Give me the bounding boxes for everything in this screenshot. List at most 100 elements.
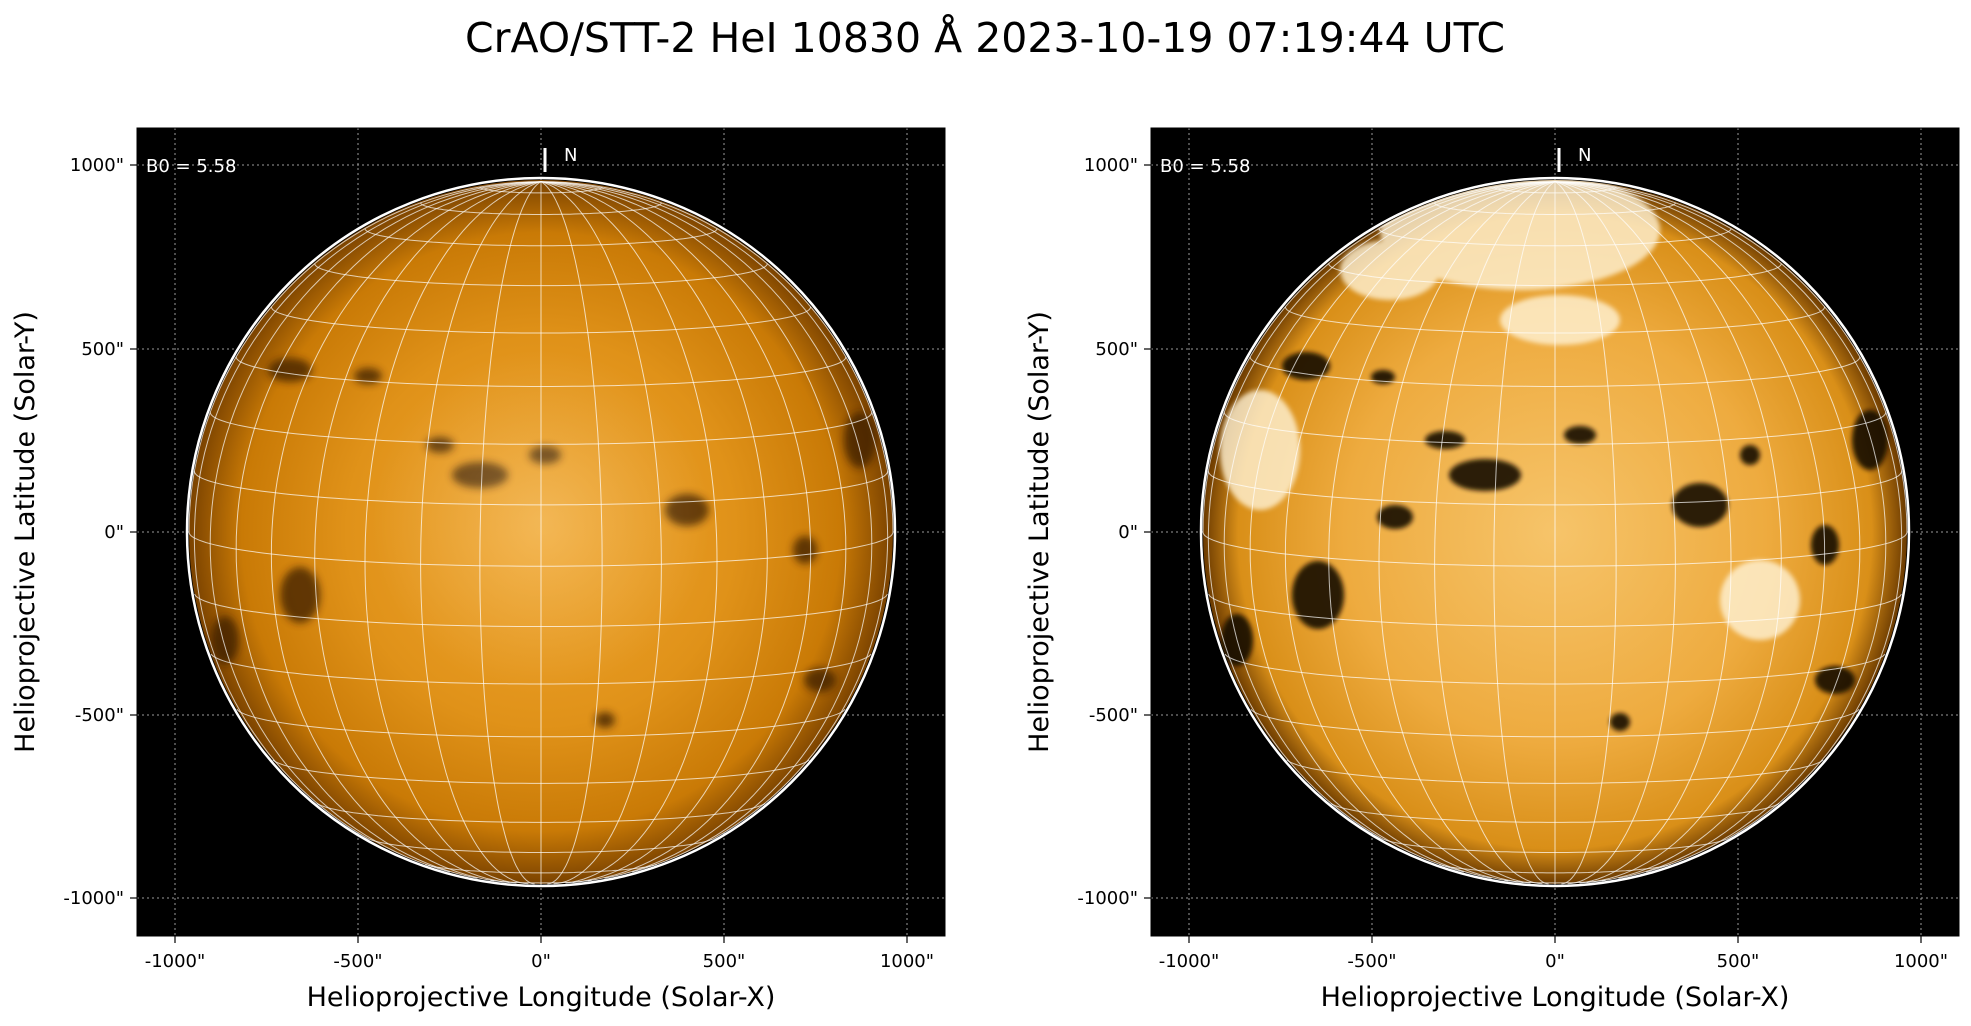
grid-line xyxy=(209,412,873,445)
grid-line xyxy=(1554,181,1826,882)
grid-line xyxy=(540,181,768,884)
panel-right: B0 = 5.58 N -1000" -500" 0" 500" 1000" 1… xyxy=(1024,127,1960,1013)
grid-line xyxy=(1554,181,1908,533)
grid-line xyxy=(1504,879,1606,884)
grid-line xyxy=(364,181,542,884)
grid-line xyxy=(1434,181,1556,885)
x-tick-label: 0" xyxy=(531,951,551,972)
grid-line xyxy=(1223,181,1556,873)
grid-line xyxy=(540,181,718,884)
tick-marks-left xyxy=(130,164,908,943)
grid-line xyxy=(1378,181,1556,884)
y-tick-label: 0" xyxy=(1118,522,1138,543)
grid-line xyxy=(1554,181,1617,885)
y-tick-label: -500" xyxy=(75,705,124,726)
grid-line xyxy=(1554,181,1887,873)
x-tick-label: 0" xyxy=(1545,951,1565,972)
grid-line xyxy=(540,181,894,533)
y-tick-label: -1000" xyxy=(63,888,124,909)
grid-line xyxy=(270,181,542,882)
grid-line xyxy=(540,181,873,873)
grid-line xyxy=(188,181,542,533)
grid-line xyxy=(364,228,718,247)
x-tick-label: 1000" xyxy=(880,951,934,972)
grid-line xyxy=(1554,181,1732,884)
grid-line xyxy=(1202,531,1908,567)
grid-line xyxy=(1207,181,1556,839)
grid-line xyxy=(270,306,812,334)
y-tick-label: 1000" xyxy=(70,155,124,176)
grid-line xyxy=(314,181,542,884)
grid-line xyxy=(1493,181,1556,885)
grid-line xyxy=(1328,263,1782,287)
x-tick-label: -1000" xyxy=(1159,951,1220,972)
grid-line xyxy=(316,802,766,823)
x-tick-label: 500" xyxy=(703,951,746,972)
y-axis-label-right: Helioprojective Latitude (Solar-Y) xyxy=(1024,311,1055,753)
grid-line xyxy=(1554,181,1782,884)
x-axis-label-left: Helioprojective Longitude (Solar-X) xyxy=(307,982,776,1013)
y-tick-label: 500" xyxy=(1095,339,1138,360)
grid-line xyxy=(1554,181,1676,885)
grid-line xyxy=(490,879,592,884)
grid-line xyxy=(1208,593,1902,627)
grid-line xyxy=(1250,708,1860,738)
grid-line xyxy=(193,471,889,506)
tick-marks-right xyxy=(1144,164,1922,943)
grid-line xyxy=(1381,837,1729,853)
grid-line xyxy=(1554,181,1903,839)
grid-line xyxy=(540,181,603,885)
grid-line xyxy=(1284,181,1556,882)
grid-line xyxy=(1328,181,1556,884)
grid-line xyxy=(1224,653,1886,685)
grid-line xyxy=(314,263,768,287)
grid-line xyxy=(540,181,812,882)
grid-line xyxy=(420,181,542,885)
grid-line xyxy=(425,863,657,874)
y-tick-label: 0" xyxy=(104,522,124,543)
y-tick-label: 1000" xyxy=(1084,155,1138,176)
grid-line xyxy=(540,181,889,839)
grid-line xyxy=(367,837,715,853)
x-tick-label: 1000" xyxy=(1894,951,1948,972)
b0-label-right: B0 = 5.58 xyxy=(1160,156,1250,177)
y-tick-label: -500" xyxy=(1089,705,1138,726)
grid-line xyxy=(194,593,888,627)
limb-right xyxy=(1199,176,1911,888)
b0-label-left: B0 = 5.58 xyxy=(146,156,236,177)
grid-line xyxy=(1223,412,1887,445)
y-axis-label-left: Helioprojective Latitude (Solar-Y) xyxy=(10,311,41,753)
grid-line xyxy=(1202,181,1556,533)
grid-line xyxy=(210,653,872,685)
grid-line xyxy=(272,759,810,784)
heliographic-grid-left xyxy=(188,181,894,885)
grid-line xyxy=(1439,863,1671,874)
grid-line xyxy=(1207,471,1903,506)
grid-line xyxy=(235,356,847,387)
x-tick-label: 500" xyxy=(1717,951,1760,972)
grid-line xyxy=(1434,202,1676,215)
grid-line xyxy=(1493,186,1617,194)
x-tick-label: -1000" xyxy=(145,951,206,972)
y-tick-label: 500" xyxy=(81,339,124,360)
x-tick-label: -500" xyxy=(333,951,382,972)
grid-line xyxy=(1284,306,1826,334)
grid-line xyxy=(1378,228,1732,247)
grid-line xyxy=(479,181,542,885)
grid-line xyxy=(420,202,662,215)
limb-left xyxy=(185,176,897,888)
grid-line xyxy=(188,531,894,567)
x-tick-label: -500" xyxy=(1347,951,1396,972)
grid-line xyxy=(1330,802,1780,823)
panel-left: B0 = 5.58 N -1000" -500" 0" 500" 1000" 1… xyxy=(10,127,946,1013)
grid-line xyxy=(209,181,542,873)
grid-line xyxy=(1249,356,1861,387)
figure-title: CrAO/STT-2 HeI 10830 Å 2023-10-19 07:19:… xyxy=(465,14,1505,62)
north-label-right: N xyxy=(1578,145,1591,166)
north-label-left: N xyxy=(564,145,577,166)
heliographic-grid-right xyxy=(1202,181,1908,885)
grid-line xyxy=(479,186,603,194)
grid-line xyxy=(193,181,542,839)
grid-line xyxy=(1286,759,1824,784)
